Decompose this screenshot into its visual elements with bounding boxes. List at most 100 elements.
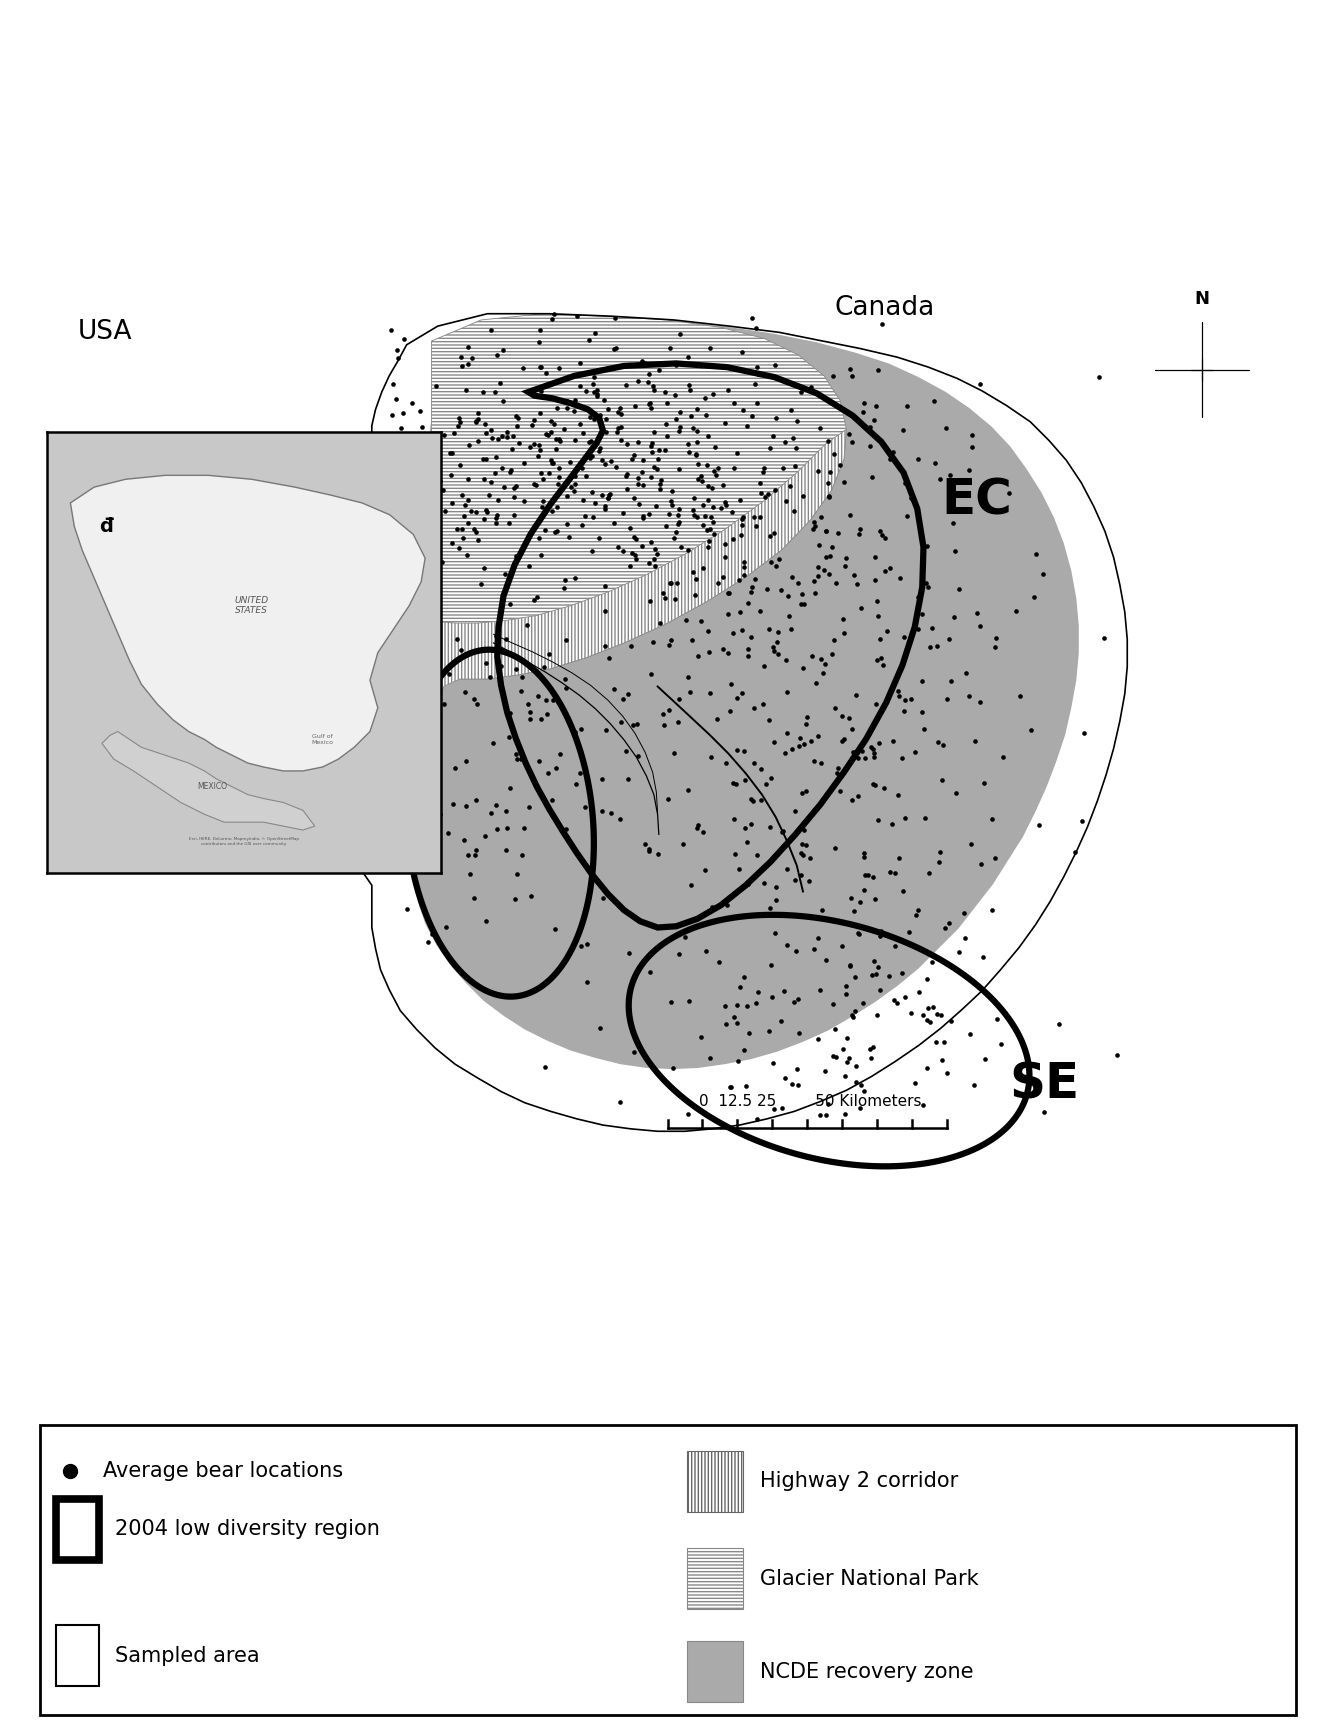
Point bbox=[868, 922, 890, 949]
Point bbox=[716, 890, 737, 918]
Point bbox=[752, 458, 774, 486]
Point bbox=[502, 501, 524, 529]
Point bbox=[457, 510, 478, 538]
Point bbox=[474, 410, 496, 437]
Point bbox=[792, 482, 814, 510]
Point bbox=[624, 524, 645, 552]
Point bbox=[640, 958, 661, 986]
Text: Gulf of
Mexico: Gulf of Mexico bbox=[311, 735, 334, 745]
Point bbox=[518, 699, 540, 726]
Point bbox=[916, 965, 938, 992]
Point bbox=[922, 994, 943, 1022]
Point bbox=[600, 448, 621, 475]
Point bbox=[617, 766, 639, 794]
Point bbox=[872, 650, 894, 678]
Point bbox=[456, 792, 477, 820]
Point bbox=[623, 1039, 644, 1067]
Point bbox=[675, 607, 696, 635]
Point bbox=[458, 431, 480, 458]
Point bbox=[949, 576, 970, 603]
Point bbox=[504, 484, 525, 512]
Point bbox=[831, 728, 852, 756]
Point bbox=[623, 484, 644, 512]
Point bbox=[468, 427, 489, 455]
Point bbox=[664, 524, 685, 552]
Point bbox=[409, 666, 430, 693]
Point bbox=[743, 787, 764, 814]
Point bbox=[548, 354, 569, 382]
Point bbox=[385, 780, 406, 807]
Point bbox=[792, 840, 814, 868]
Point bbox=[395, 894, 417, 922]
Point bbox=[715, 491, 736, 519]
Point bbox=[457, 349, 478, 377]
Text: Sampled area: Sampled area bbox=[115, 1646, 261, 1665]
Point bbox=[732, 679, 754, 707]
Point bbox=[683, 558, 704, 586]
Point bbox=[844, 998, 866, 1025]
Point bbox=[422, 493, 444, 520]
Point bbox=[403, 830, 425, 858]
Point bbox=[826, 1044, 847, 1072]
Point bbox=[745, 315, 767, 342]
Point bbox=[827, 754, 848, 782]
Point bbox=[749, 469, 771, 496]
Point bbox=[871, 916, 892, 944]
Point bbox=[892, 877, 914, 904]
Point bbox=[474, 648, 496, 676]
Point bbox=[764, 552, 786, 579]
Point bbox=[850, 595, 871, 622]
Point bbox=[437, 820, 458, 847]
Point bbox=[823, 439, 844, 467]
Point bbox=[863, 743, 884, 771]
Point bbox=[862, 863, 883, 890]
Point bbox=[986, 1005, 1007, 1032]
Point bbox=[782, 735, 803, 762]
Point bbox=[783, 987, 804, 1015]
Point bbox=[490, 455, 512, 482]
Point bbox=[592, 797, 613, 825]
Point bbox=[775, 647, 796, 674]
Point bbox=[581, 538, 603, 565]
Point bbox=[683, 496, 704, 524]
Point bbox=[915, 569, 937, 597]
Point bbox=[740, 577, 762, 605]
Point bbox=[1023, 583, 1045, 610]
Point bbox=[896, 501, 918, 529]
Point bbox=[596, 716, 617, 743]
Point bbox=[481, 415, 502, 443]
Point bbox=[486, 814, 508, 842]
Point bbox=[517, 610, 538, 638]
Bar bbox=[687, 1547, 743, 1610]
Point bbox=[764, 1094, 786, 1122]
Point bbox=[834, 726, 855, 754]
Point bbox=[578, 403, 600, 431]
Point bbox=[723, 526, 744, 553]
Point bbox=[762, 1050, 783, 1077]
Point bbox=[597, 484, 619, 512]
Point bbox=[735, 814, 756, 842]
Point bbox=[605, 453, 627, 481]
Point bbox=[564, 477, 585, 505]
Point bbox=[496, 626, 517, 654]
Point bbox=[529, 353, 550, 380]
Point bbox=[685, 439, 707, 467]
Point bbox=[720, 1074, 741, 1101]
Point bbox=[767, 640, 788, 667]
Point bbox=[577, 968, 599, 996]
Point bbox=[581, 443, 603, 470]
Point bbox=[744, 565, 766, 593]
Point bbox=[582, 370, 604, 398]
Point bbox=[570, 932, 592, 960]
Text: SE: SE bbox=[1009, 1060, 1079, 1108]
Point bbox=[864, 771, 886, 799]
Point bbox=[899, 918, 921, 946]
Point bbox=[546, 517, 568, 545]
Point bbox=[611, 425, 632, 453]
Point bbox=[544, 410, 565, 437]
Point bbox=[532, 493, 553, 520]
Point bbox=[599, 481, 620, 508]
Point bbox=[600, 799, 621, 826]
Point bbox=[725, 769, 747, 797]
Point bbox=[963, 1072, 985, 1100]
